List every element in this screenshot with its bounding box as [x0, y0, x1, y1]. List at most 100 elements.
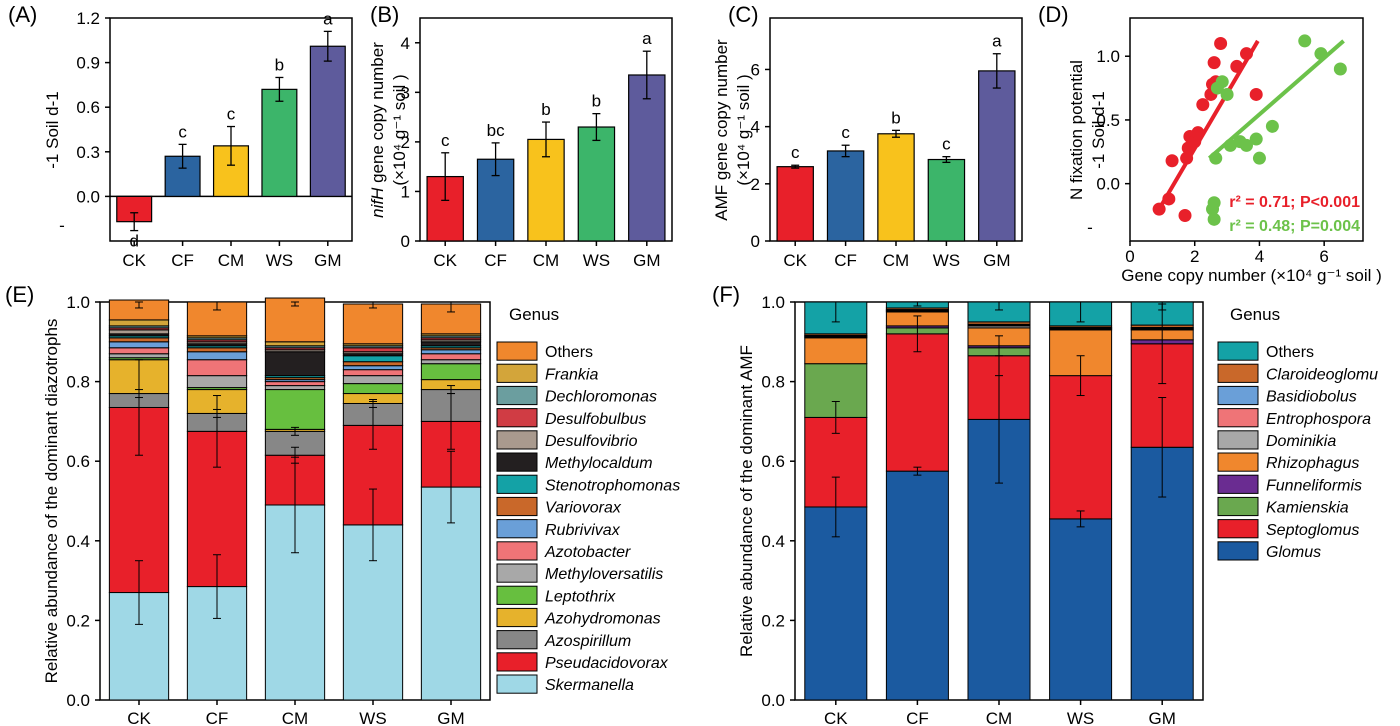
legend-swatch-F-0 [1217, 341, 1259, 361]
x-tick-label-B-CM: CM [533, 251, 559, 270]
legend-swatch-E-2 [496, 385, 538, 406]
stack-seg-E-CM-10 [264, 351, 326, 377]
y-tick-label-E-2: 0.4 [66, 532, 90, 551]
legend-swatch-E-1 [496, 363, 538, 383]
legend-swatch-F-6 [1217, 474, 1259, 494]
legend-swatch-F-2 [1217, 385, 1259, 406]
scatter-point-green-12 [1298, 34, 1312, 48]
legend-swatch-F-1 [1217, 363, 1259, 383]
x-tick-label-D-1: 2 [1190, 247, 1199, 266]
x-tick-label-F-WS: WS [1067, 709, 1094, 726]
panel-letter-D: (D) [1038, 2, 1069, 27]
bar-A-GM [309, 45, 346, 198]
sig-letter-C-GM: a [992, 32, 1002, 51]
x-tick-label-E-CK: CK [127, 709, 151, 726]
legend-swatch-E-13 [496, 630, 538, 650]
legend-swatch-F-8 [1217, 519, 1259, 539]
stack-seg-E-CK-7 [108, 341, 170, 349]
y-tick-label-C-2: 4 [751, 118, 760, 137]
stack-seg-E-WS-6 [342, 369, 404, 377]
x-tick-label-A-WS: WS [266, 251, 293, 270]
y-axis-label-text-F: Relative abundance of the dominant AMF [737, 345, 756, 657]
x-tick-label-B-GM: GM [633, 251, 660, 270]
x-tick-label-F-CM: CM [986, 709, 1012, 726]
stack-seg-E-CK-6 [108, 347, 170, 355]
y-tick-label-E-4: 0.8 [66, 373, 90, 392]
x-tick-label-C-GM: GM [983, 251, 1010, 270]
x-tick-label-F-CF: CF [906, 709, 929, 726]
y-axis-label-C-line2: (×10⁴ g⁻¹ soil ) [734, 74, 753, 185]
legend-label-E-10: Methyloversatilis [545, 566, 663, 583]
legend-label-E-12: Azohydromonas [544, 611, 661, 628]
y-tick-label-A-4: 1.2 [76, 9, 100, 28]
y-tick-label-F-1: 0.2 [761, 611, 785, 630]
scatter-point-red-16 [1178, 209, 1192, 223]
y-axis-label-text-B: nifH gene copy number [368, 42, 387, 218]
legend-swatch-E-5 [496, 452, 538, 472]
y-tick-label-F-4: 0.8 [761, 373, 785, 392]
stack-seg-F-CK-4 [804, 337, 868, 365]
bar-C-CM [877, 133, 915, 242]
y-tick-label-B-0: 0 [401, 232, 410, 251]
bar-A-WS [261, 88, 298, 198]
y-tick-label-B-2: 2 [401, 133, 410, 152]
y-axis-label-B-italic: nifH [368, 187, 387, 218]
x-tick-label-B-WS: WS [583, 251, 610, 270]
y-tick-label-C-0: 0 [751, 232, 760, 251]
legend-label-E-13: Azospirillum [544, 633, 631, 650]
y-tick-label-A-0: 0.0 [76, 187, 100, 206]
legend-label-F-2: Basidiobolus [1266, 389, 1357, 406]
legend-swatch-E-11 [496, 585, 538, 605]
scatter-point-green-8 [1240, 138, 1253, 152]
scatter-point-green-15 [1207, 212, 1221, 226]
legend-label-E-9: Azotobacter [544, 544, 631, 561]
panel-letter-E: (E) [5, 282, 34, 307]
stat-red: r² = 0.71; P<0.001 [1229, 194, 1360, 211]
legend-label-F-0: Others [1266, 344, 1314, 361]
legend-label-E-0: Others [545, 344, 593, 361]
x-tick-label-A-GM: GM [314, 251, 341, 270]
scatter-point-red-15 [1249, 87, 1263, 101]
stack-seg-E-GM-4 [420, 363, 482, 381]
legend-label-E-8: Rubrivivax [545, 522, 621, 539]
legend-swatch-E-7 [496, 496, 538, 517]
sig-letter-A-WS: b [275, 55, 284, 74]
x-tick-label-F-CK: CK [824, 709, 848, 726]
legend-swatch-E-4 [496, 430, 538, 450]
stack-seg-E-CF-8 [186, 347, 248, 353]
y-tick-label-B-3: 3 [401, 83, 410, 102]
scatter-point-green-11 [1265, 119, 1279, 133]
scatter-point-red-11 [1207, 56, 1221, 70]
legend-swatch-E-8 [496, 519, 538, 539]
bar-A-CF [164, 155, 201, 197]
y-tick-label-F-2: 0.4 [761, 532, 785, 551]
legend-label-F-3: Entrophospora [1266, 411, 1371, 428]
legend-label-F-7: Kamienskia [1266, 500, 1349, 517]
plot-frame-D [1129, 17, 1364, 242]
fit-line-red [1157, 39, 1260, 211]
stack-seg-E-GM-6 [420, 353, 482, 361]
scatter-point-green-1 [1207, 196, 1221, 210]
bar-C-CK [776, 166, 814, 242]
stack-seg-E-WS-8 [342, 361, 404, 367]
stack-seg-E-CF-5 [186, 375, 248, 389]
panel-letter-A: (A) [8, 2, 37, 27]
y-axis-label-text-A: -1 Soil d-1 [43, 91, 62, 168]
stack-seg-E-GM-5 [420, 359, 482, 365]
legend-swatch-E-6 [496, 474, 538, 494]
stack-seg-E-CK-5 [108, 353, 170, 359]
stack-seg-E-CM-15 [264, 297, 326, 343]
sig-letter-B-CM: b [541, 100, 550, 119]
legend-label-F-1: Claroideoglomu [1266, 366, 1378, 383]
x-tick-label-C-CF: CF [834, 251, 857, 270]
stack-seg-E-CK-8 [108, 337, 170, 343]
stack-seg-E-CK-11 [108, 329, 170, 335]
scatter-point-green-9 [1249, 132, 1263, 146]
sig-letter-C-CK: c [791, 143, 800, 162]
y-tick-label-E-5: 1.0 [66, 293, 90, 312]
y-axis-label-B: nifH gene copy number (×10⁴ g⁻¹ soil ) [368, 42, 409, 218]
legend-label-E-2: Dechloromonas [545, 389, 657, 406]
stack-seg-E-GM-7 [420, 349, 482, 355]
x-tick-label-B-CF: CF [484, 251, 507, 270]
legend-label-E-5: Methylocaldum [545, 455, 653, 472]
